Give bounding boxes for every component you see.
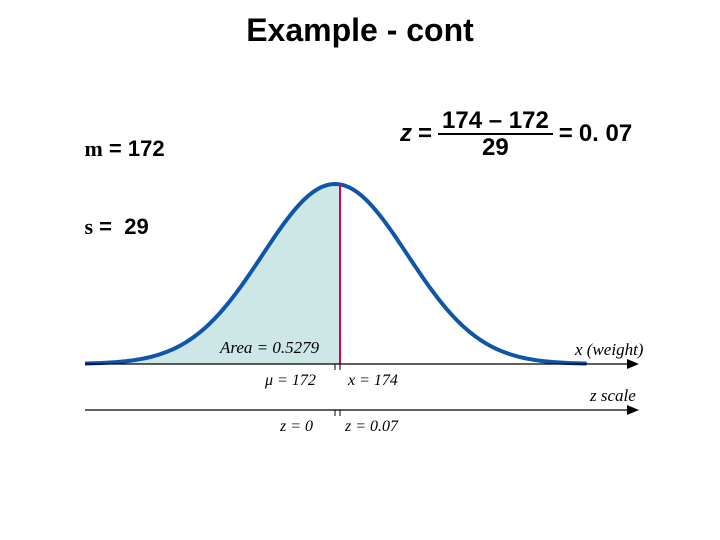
area-label: Area = 0.5279: [220, 338, 319, 358]
z-result: 0. 07: [579, 120, 632, 148]
z-tick-label: z = 0: [280, 418, 313, 436]
z-axis-label: z scale: [590, 386, 636, 406]
x-tick-label: x = 174: [348, 372, 398, 390]
z-eq: =: [418, 120, 432, 148]
page-title: Example - cont: [0, 12, 720, 49]
z-numerator: 174 – 172: [438, 108, 553, 135]
z-tick-label: z = 0.07: [345, 418, 398, 436]
x-tick-label: μ = 172: [265, 372, 316, 390]
x-axis-label: x (weight): [575, 340, 643, 360]
z-var: z: [400, 120, 412, 148]
shaded-area: [85, 184, 340, 364]
x-axis-arrow: [627, 359, 639, 369]
normal-curve-chart: [85, 150, 645, 450]
z-eq2: =: [559, 120, 573, 148]
z-axis-arrow: [627, 405, 639, 415]
